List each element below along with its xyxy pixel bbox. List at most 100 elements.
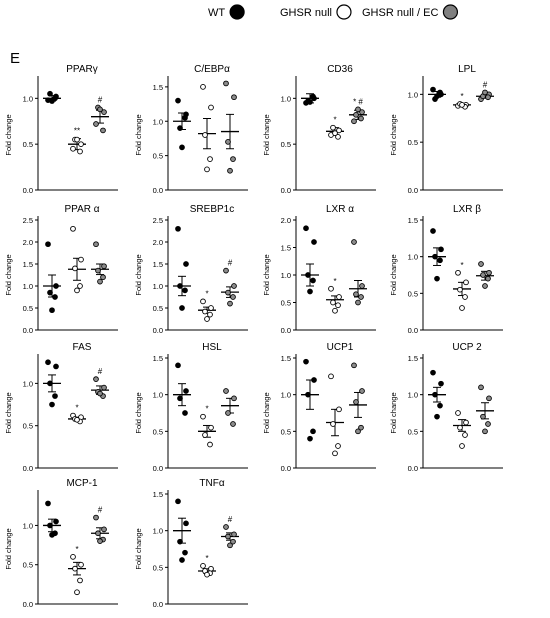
data-point (225, 289, 231, 296)
data-point (462, 294, 468, 300)
y-tick-label: 0.0 (153, 326, 163, 335)
data-point (332, 450, 338, 457)
y-tick-label: 1.0 (281, 94, 291, 103)
data-point (434, 93, 440, 100)
data-point (359, 388, 365, 394)
data-point (438, 246, 444, 253)
chart-title: C/EBPα (194, 64, 230, 75)
y-tick-label: 0.0 (408, 464, 418, 473)
y-tick-label: 2.5 (153, 216, 163, 225)
y-axis-label: Fold change (4, 254, 13, 295)
data-point (311, 239, 317, 245)
legend-marker (336, 4, 352, 20)
data-point (74, 287, 80, 294)
data-point (77, 283, 83, 289)
data-point (332, 130, 338, 137)
y-tick-label: 1.0 (153, 282, 163, 291)
y-tick-label: 0.0 (23, 326, 33, 335)
y-tick-label: 1.5 (153, 83, 163, 92)
data-point (230, 538, 236, 545)
y-tick-label: 1.5 (408, 216, 418, 225)
data-point (434, 413, 440, 420)
data-point (231, 283, 237, 289)
data-point (328, 373, 334, 380)
data-point (303, 225, 309, 232)
data-point (335, 443, 341, 449)
y-tick-label: 0.5 (281, 299, 291, 308)
y-tick-label: 0.0 (153, 600, 163, 609)
data-point (182, 410, 188, 416)
significance-label: * (205, 554, 208, 563)
data-point (486, 269, 492, 276)
data-point (459, 443, 465, 449)
y-tick-label: 1.0 (23, 379, 33, 388)
data-point (93, 376, 99, 383)
data-point (230, 421, 236, 427)
data-point (70, 145, 76, 152)
data-point (204, 166, 210, 173)
data-point (231, 395, 237, 402)
data-point (97, 390, 103, 397)
data-point (358, 424, 364, 431)
data-point (455, 410, 461, 416)
y-tick-label: 0.0 (23, 186, 33, 195)
data-point (200, 413, 206, 420)
data-point (202, 308, 208, 315)
data-point (101, 109, 107, 115)
data-point (70, 554, 76, 560)
data-point (177, 125, 183, 131)
data-point (177, 283, 183, 289)
data-point (53, 283, 59, 289)
data-point (438, 380, 444, 387)
data-point (208, 424, 214, 431)
data-point (485, 94, 491, 101)
data-point (74, 589, 80, 596)
legend: WT GHSR null GHSR null / EC (208, 4, 459, 20)
data-point (480, 272, 486, 278)
y-tick-label: 1.5 (281, 354, 291, 363)
data-point (230, 294, 236, 300)
data-point (430, 369, 436, 376)
chart-10: UCP1 Fold change 0.0 0.5 1.0 1.5 (262, 342, 376, 473)
significance-label: # (228, 515, 233, 524)
data-point (355, 299, 361, 306)
y-tick-label: 0.0 (408, 326, 418, 335)
data-point (330, 124, 336, 131)
data-point (311, 377, 317, 383)
significance-label: ** (74, 127, 80, 136)
data-point (47, 289, 53, 296)
data-point (478, 261, 484, 267)
significance-label: * (333, 116, 336, 125)
legend-label: WT (208, 7, 225, 19)
significance-label: * (460, 261, 463, 270)
significance-label: * (75, 404, 78, 413)
chart-1: C/EBPα Fold change 0.0 0.5 1.0 1.5 (134, 64, 248, 195)
data-point (462, 432, 468, 438)
data-point (78, 141, 84, 148)
data-point (310, 277, 316, 284)
data-point (437, 402, 443, 409)
y-tick-label: 0.0 (281, 464, 291, 473)
data-point (482, 428, 488, 435)
chart-0: PPARγ Fold change 0.0 0.5 1.0 ** # (4, 64, 118, 195)
data-point (336, 127, 342, 134)
data-point (231, 531, 237, 538)
data-point (78, 256, 84, 263)
data-point (225, 139, 231, 145)
chart-11: UCP 2 Fold change 0.0 0.5 1.0 1.5 (389, 342, 503, 473)
data-point (208, 104, 214, 111)
y-tick-label: 1.0 (408, 90, 418, 99)
data-point (49, 401, 55, 408)
data-point (207, 156, 213, 162)
data-point (183, 261, 189, 267)
data-point (70, 225, 76, 232)
data-point (93, 241, 99, 248)
y-tick-label: 0.5 (23, 304, 33, 313)
chart-title: FAS (73, 342, 92, 353)
data-point (175, 362, 181, 369)
significance-label: * (75, 545, 78, 554)
y-axis-label: Fold change (134, 114, 143, 155)
data-point (52, 294, 58, 300)
y-axis-label: Fold change (262, 392, 271, 433)
data-point (183, 388, 189, 394)
